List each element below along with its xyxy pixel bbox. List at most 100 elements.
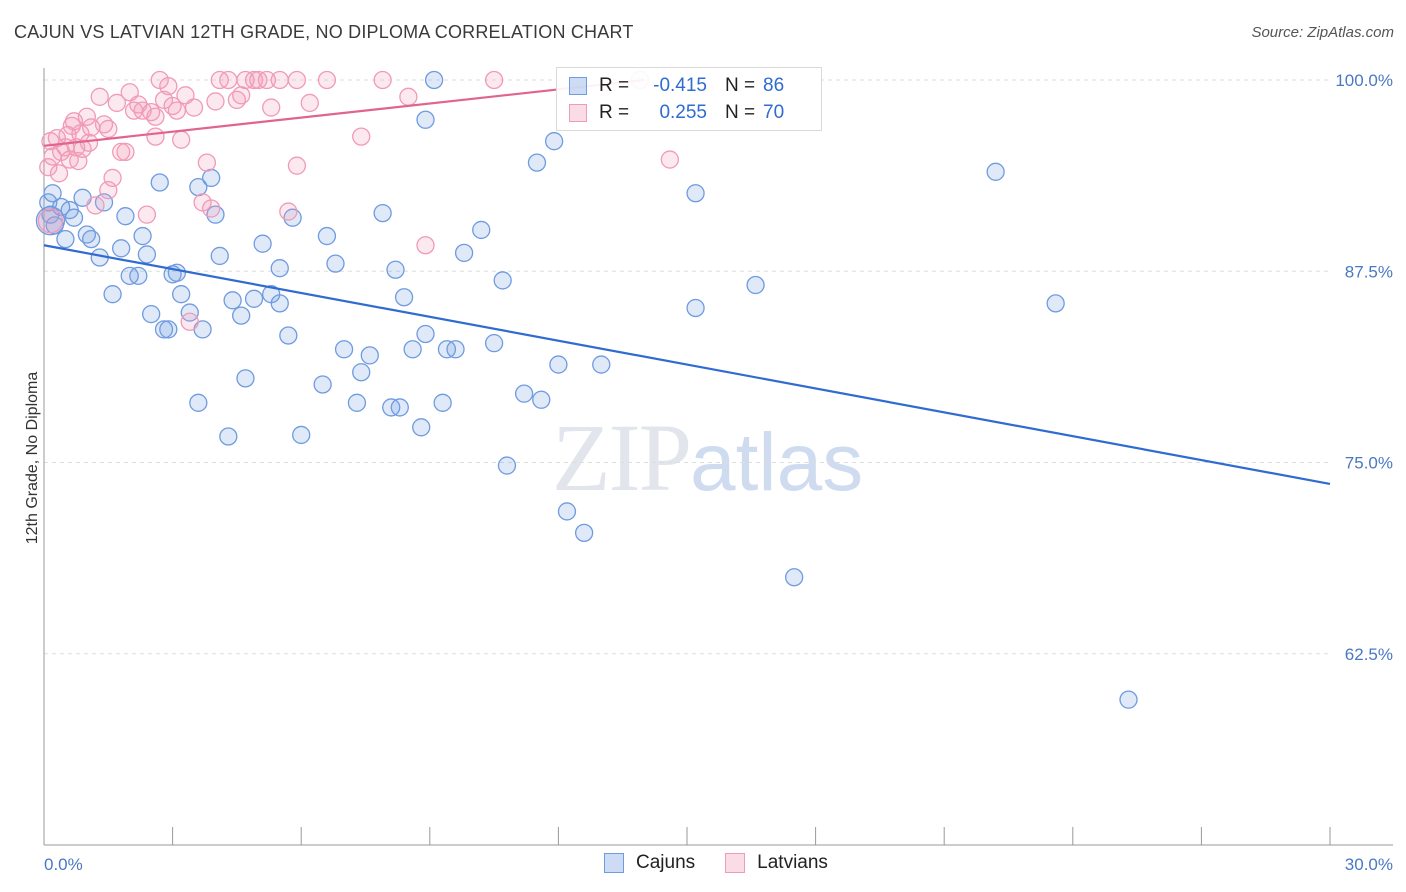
- cajun-point: [514, 384, 534, 403]
- cajun-point: [532, 390, 551, 409]
- cajun-point: [574, 523, 594, 543]
- cajun-point: [244, 289, 264, 308]
- legend-swatch-cajuns: [604, 853, 624, 873]
- cajun-point: [223, 291, 242, 310]
- y-axis-title: 12th Grade, No Diploma: [24, 372, 41, 545]
- cajun-point: [373, 203, 392, 223]
- cajun-point: [133, 226, 152, 246]
- legend-label-cajuns: Cajuns: [636, 852, 696, 873]
- latvian-point: [317, 70, 337, 90]
- cajun-point: [416, 324, 435, 344]
- cajun-point: [497, 456, 517, 475]
- axis-labels: 62.5% 75.0% 87.5% 100.0% 0.0% 30.0% 12th Grade…: [24, 71, 1393, 874]
- latvian-point: [262, 98, 281, 117]
- legend-swatch-latvians: [569, 104, 587, 122]
- cajun-point: [103, 285, 122, 304]
- latvian-point: [79, 133, 99, 152]
- latvian-point: [90, 87, 109, 106]
- cajun-point: [232, 306, 251, 325]
- cajun-point: [1119, 690, 1138, 709]
- latvian-point: [43, 147, 62, 166]
- cajun-point: [142, 304, 161, 324]
- cajun-point: [56, 229, 75, 249]
- cajun-point: [159, 320, 178, 339]
- legend-n-value: 70: [763, 102, 785, 123]
- series-legend: Cajuns Latvians: [604, 852, 858, 874]
- trend-line-latvians: [43, 78, 645, 147]
- latvian-point: [300, 93, 319, 113]
- cajun-point: [484, 334, 504, 353]
- cajun-point: [360, 346, 379, 365]
- latvian-point-cluster: [37, 208, 64, 234]
- series-cajuns: [35, 70, 1138, 709]
- cajun-point: [317, 226, 337, 246]
- cajun-point: [390, 398, 409, 417]
- y-tick-label: 100.0%: [1335, 71, 1393, 90]
- latvian-point: [202, 199, 221, 218]
- cajun-point: [137, 245, 157, 264]
- latvian-point: [146, 107, 165, 126]
- cajun-point: [292, 425, 311, 445]
- watermark-zip: ZIP: [552, 404, 692, 511]
- y-tick-label: 75.0%: [1345, 454, 1393, 473]
- legend-n-label: N =: [725, 75, 756, 96]
- cajun-point: [785, 568, 804, 587]
- latvian-point: [197, 153, 217, 172]
- cajun-point: [592, 355, 611, 374]
- legend-item-latvians[interactable]: Latvians: [725, 852, 828, 874]
- latvian-point: [287, 70, 307, 90]
- trend-lines: [43, 78, 1331, 486]
- latvian-point: [373, 70, 392, 90]
- latvian-point: [484, 70, 504, 90]
- trend-line-cajuns: [43, 244, 1331, 486]
- cajun-point: [412, 418, 431, 437]
- latvian-point: [287, 156, 307, 175]
- latvian-point: [137, 205, 157, 224]
- cajun-point: [746, 275, 765, 295]
- latvian-point: [99, 119, 118, 139]
- cajun-point: [172, 285, 191, 304]
- cajun-point: [433, 393, 452, 412]
- cajun-point: [236, 369, 255, 388]
- series-latvians: [37, 70, 680, 331]
- source-credit: Source: ZipAtlas.com: [1251, 24, 1394, 41]
- latvian-point: [352, 127, 371, 146]
- cajun-point: [686, 298, 705, 318]
- correlation-legend: R = -0.415 N = 86 R = 0.255 N = 70: [556, 67, 822, 131]
- latvian-point: [146, 127, 165, 146]
- latvian-point: [270, 70, 289, 90]
- latvian-point: [180, 312, 199, 331]
- latvian-point: [103, 168, 122, 188]
- latvian-point: [206, 92, 225, 111]
- latvian-point: [159, 76, 178, 96]
- legend-swatch-cajuns: [569, 77, 587, 95]
- cajun-point: [270, 259, 289, 278]
- cajun-point: [43, 184, 62, 203]
- cajun-point: [210, 246, 229, 266]
- legend-r-label: R =: [599, 75, 630, 96]
- grid-lines: [44, 79, 1330, 655]
- cajun-point: [1046, 294, 1065, 313]
- cajun-point: [82, 229, 101, 249]
- latvian-point: [244, 70, 264, 90]
- cajun-point: [424, 70, 444, 90]
- cajun-point: [64, 208, 84, 227]
- cajun-point: [544, 132, 564, 151]
- latvian-point: [257, 70, 277, 90]
- legend-item-cajuns[interactable]: Cajuns: [604, 852, 695, 874]
- cajun-point: [527, 153, 547, 172]
- latvian-point: [112, 142, 131, 162]
- x-tick-label-max: 30.0%: [1345, 855, 1393, 874]
- latvian-point: [399, 87, 418, 106]
- cajun-point: [549, 355, 568, 374]
- cajun-point: [416, 110, 435, 129]
- legend-r-value: -0.415: [653, 75, 707, 96]
- legend-n-value: 86: [763, 75, 785, 96]
- cajun-point: [189, 393, 208, 412]
- cajun-point: [454, 243, 474, 263]
- cajun-point: [279, 326, 298, 345]
- latvian-point: [660, 150, 680, 169]
- y-tick-label: 87.5%: [1345, 262, 1393, 281]
- latvian-point: [279, 202, 298, 221]
